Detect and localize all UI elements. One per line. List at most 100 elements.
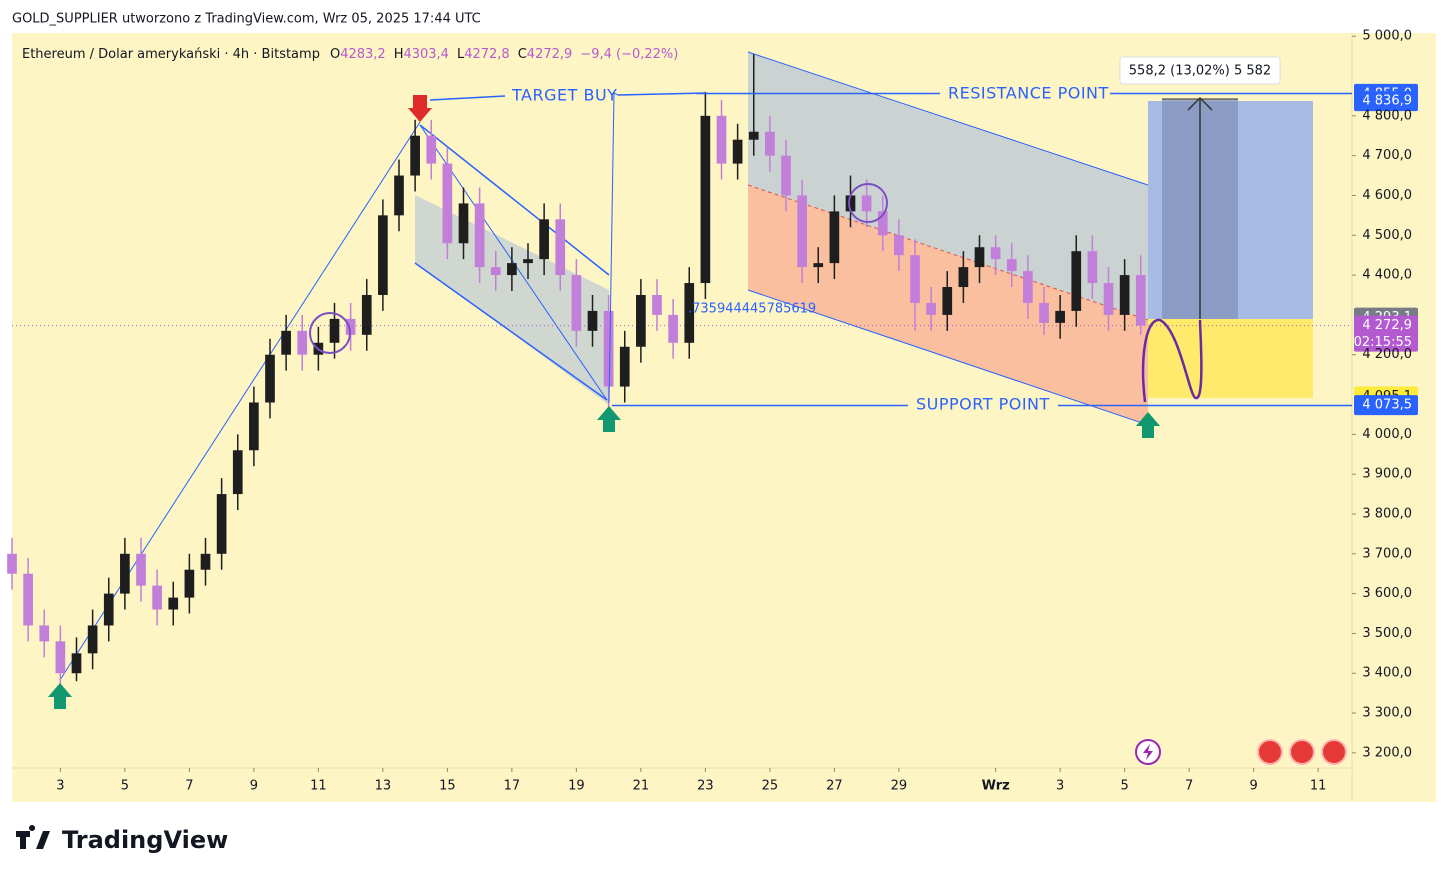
legend-value: 4272,9 <box>527 47 573 62</box>
candle-body <box>974 247 985 268</box>
price-tags: 4 855,04 836,94 293,14 272,902:15:554 09… <box>1354 83 1418 416</box>
candle-body <box>87 625 98 654</box>
event-flag[interactable] <box>1257 739 1283 765</box>
candle-body <box>232 450 243 495</box>
candle-body <box>103 593 114 626</box>
candle-body <box>1039 302 1049 323</box>
candle-body <box>1087 251 1098 284</box>
candle-body <box>668 314 678 343</box>
measure-arrow-head <box>1187 96 1213 111</box>
candle-body <box>281 330 291 355</box>
legend: Ethereum / Dolar amerykański · 4h · Bits… <box>22 47 678 62</box>
x-tick-label: 11 <box>1310 779 1327 794</box>
y-tick-label: 4 000,0 <box>1362 427 1412 442</box>
channel-line <box>414 262 608 401</box>
channel-midline <box>747 184 1149 321</box>
candle-body <box>1023 271 1033 303</box>
candle-body <box>216 494 227 554</box>
candle-body <box>136 553 146 586</box>
x-tick-label: 21 <box>633 779 650 794</box>
event-flag[interactable] <box>1289 739 1315 765</box>
measure-label: 558,2 (13,02%) 5 582 <box>1129 64 1271 79</box>
candle-body <box>716 115 727 164</box>
y-tick-label: 3 200,0 <box>1362 745 1412 760</box>
event-flag[interactable] <box>1321 739 1347 765</box>
candle-body <box>410 135 420 176</box>
candle-body <box>587 310 598 331</box>
x-tick-label: 19 <box>568 779 585 794</box>
price-tag <box>1354 395 1418 416</box>
price-tag <box>1354 91 1418 112</box>
candle-body <box>829 211 840 264</box>
price-tag-label: 4 073,5 <box>1362 398 1412 413</box>
x-tick-label: 9 <box>250 779 258 794</box>
candle-body <box>684 283 695 343</box>
x-tick-label: 27 <box>826 779 843 794</box>
price-tag-label: 4 272,9 <box>1362 318 1412 333</box>
y-tick-label: 5 000,0 <box>1362 29 1412 44</box>
x-tick-label: 5 <box>121 779 129 794</box>
candle-body <box>1071 251 1082 311</box>
legend-key: L <box>457 47 465 62</box>
footer-logo: TradingView <box>16 825 228 854</box>
candle-body <box>603 310 614 387</box>
candle-body <box>184 569 195 598</box>
y-tick-label: 4 600,0 <box>1362 188 1412 203</box>
x-tick-label: 17 <box>504 779 521 794</box>
candle-body <box>845 195 856 212</box>
y-tick-label: 4 500,0 <box>1362 228 1412 243</box>
candle-body <box>523 259 533 264</box>
header-title: GOLD_SUPPLIER utworzono z TradingView.co… <box>12 12 481 27</box>
candle-body <box>926 302 936 315</box>
candle-body <box>345 318 356 335</box>
candle-body <box>442 163 453 244</box>
y-tick-label: 3 900,0 <box>1362 467 1412 482</box>
legend-key: O <box>330 47 340 62</box>
channel-line <box>747 289 1149 426</box>
projection-curve <box>1141 318 1203 403</box>
target-line <box>617 92 707 96</box>
overlays: TARGET BUY RESISTANCE POINT SUPPORT POIN… <box>48 56 1352 765</box>
candle-body <box>1103 283 1114 315</box>
event-icon-bolt <box>1143 744 1153 760</box>
y-tick-label: 3 500,0 <box>1362 626 1412 641</box>
highlight-circle <box>848 183 888 223</box>
legend-value: 4303,4 <box>403 47 449 62</box>
buy-arrow <box>597 406 621 432</box>
x-tick-label: 7 <box>1185 779 1193 794</box>
candle-body <box>1135 275 1146 326</box>
candle-body <box>781 155 791 196</box>
highlight-circle <box>309 312 351 354</box>
candle-body <box>619 346 630 387</box>
legend-key: C <box>518 47 527 62</box>
y-tick-label: 4 400,0 <box>1362 268 1412 283</box>
y-tick-label: 3 400,0 <box>1362 666 1412 681</box>
logo-mark <box>16 825 50 849</box>
x-tick-label: 3 <box>56 779 64 794</box>
x-tick-label: 3 <box>1056 779 1064 794</box>
candle-body <box>700 115 711 284</box>
candle-body <box>297 330 308 355</box>
x-tick-label: 15 <box>439 779 456 794</box>
countdown: 02:15:55 <box>1354 335 1412 350</box>
buy-arrow <box>1136 412 1160 438</box>
channel-line <box>747 51 1149 186</box>
x-tick-label: 7 <box>185 779 193 794</box>
x-tick-label: 5 <box>1120 779 1128 794</box>
candle-body <box>813 263 824 268</box>
support-label: SUPPORT POINT <box>916 395 1050 414</box>
candle-body <box>378 215 388 295</box>
candle-body <box>1055 310 1065 323</box>
candle-body <box>249 402 259 451</box>
candle-body <box>942 287 953 315</box>
candle-body <box>120 553 130 594</box>
candle-body <box>571 275 582 331</box>
candle-body <box>894 235 904 256</box>
y-tick-label: 3 300,0 <box>1362 706 1412 721</box>
candle-body <box>555 219 566 276</box>
candle-body <box>152 585 162 610</box>
measure-tooltip <box>1119 56 1281 85</box>
x-tick-label: 13 <box>375 779 392 794</box>
y-tick-label: 3 700,0 <box>1362 546 1412 561</box>
